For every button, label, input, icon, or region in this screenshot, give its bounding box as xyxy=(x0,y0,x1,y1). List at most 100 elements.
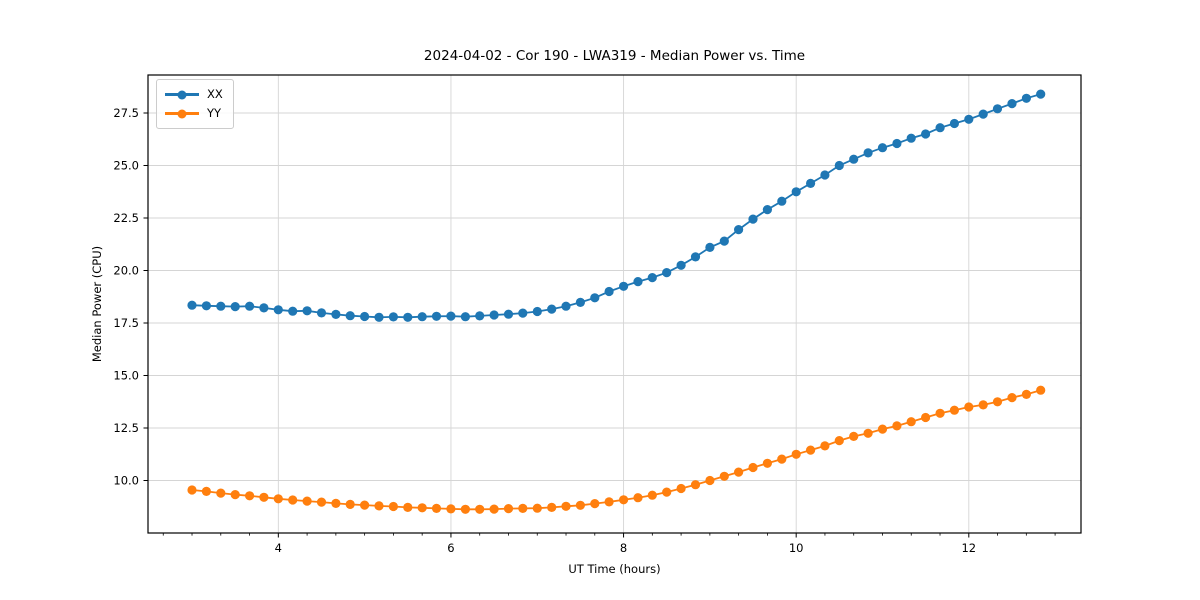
series-YY-point xyxy=(964,402,974,412)
legend-marker-yy xyxy=(165,109,199,118)
x-axis-label: UT Time (hours) xyxy=(568,562,661,576)
series-YY-point xyxy=(1036,385,1046,395)
series-YY-point xyxy=(892,421,902,431)
series-XX-point xyxy=(849,154,859,164)
series-XX-point xyxy=(1021,93,1031,103)
series-YY-point xyxy=(360,500,370,510)
series-XX-point xyxy=(949,118,960,129)
series-YY-point xyxy=(259,492,269,502)
series-YY-point xyxy=(302,496,312,506)
series-XX-point xyxy=(489,310,499,320)
series-XX-point xyxy=(388,312,398,322)
series-XX-point xyxy=(374,312,384,322)
series-YY-point xyxy=(633,493,643,503)
series-YY-point xyxy=(575,500,586,510)
series-YY-point xyxy=(518,503,528,513)
series-XX-point xyxy=(403,312,413,322)
legend-entry-xx: XX xyxy=(165,85,223,104)
series-YY-point xyxy=(647,490,657,500)
y-tick-label: 12.5 xyxy=(113,421,139,435)
series-XX-point xyxy=(590,293,600,303)
series-YY-point xyxy=(935,408,945,418)
legend-entry-yy: YY xyxy=(165,104,223,123)
legend-label-xx: XX xyxy=(207,86,223,101)
series-XX-point xyxy=(460,312,470,322)
series-YY-point xyxy=(316,497,327,507)
legend: XX YY xyxy=(156,79,234,129)
series-YY-point xyxy=(921,412,931,423)
series-XX-point xyxy=(662,268,672,278)
series-XX-point xyxy=(647,273,657,283)
y-tick-label: 22.5 xyxy=(113,211,139,225)
legend-marker-xx xyxy=(165,90,199,99)
series-XX-point xyxy=(316,308,327,318)
series-XX-point xyxy=(561,301,571,311)
series-XX-point xyxy=(345,311,355,321)
series-YY-point xyxy=(978,400,988,410)
series-YY-point xyxy=(590,499,600,509)
series-YY-point xyxy=(201,486,211,496)
series-XX-point xyxy=(288,306,298,316)
series-XX-point xyxy=(992,104,1003,114)
series-XX-point xyxy=(245,301,255,311)
series-YY-point xyxy=(719,471,729,481)
series-XX-point xyxy=(216,301,226,311)
series-YY-point xyxy=(446,504,456,514)
series-XX-point xyxy=(633,277,643,287)
x-tick-label: 12 xyxy=(961,541,976,555)
series-YY-point xyxy=(619,495,629,505)
series-XX-point xyxy=(978,109,988,119)
y-tick-label: 10.0 xyxy=(113,474,139,488)
series-XX-point xyxy=(518,308,528,318)
series-YY-point xyxy=(949,405,960,415)
y-axis-label: Median Power (CPU) xyxy=(90,245,104,363)
legend-label-yy: YY xyxy=(207,105,222,120)
series-YY-point xyxy=(187,485,197,495)
series-XX-point xyxy=(331,309,341,319)
series-YY-point xyxy=(273,494,283,504)
series-YY-point xyxy=(820,441,830,451)
series-XX-point xyxy=(302,306,312,316)
series-YY-point xyxy=(345,499,355,509)
series-YY-point xyxy=(676,483,686,494)
series-YY-point xyxy=(748,462,758,473)
series-XX-point xyxy=(863,148,873,158)
series-XX-point xyxy=(259,303,269,313)
y-tick-label: 27.5 xyxy=(113,106,139,120)
series-XX-point xyxy=(762,205,773,215)
series-YY-point xyxy=(230,490,240,500)
series-YY-point xyxy=(388,501,398,512)
series-YY-point xyxy=(777,454,787,464)
series-XX-point xyxy=(791,187,801,197)
series-XX-point xyxy=(431,311,442,321)
series-XX-point xyxy=(690,252,701,262)
series-YY-point xyxy=(374,501,384,511)
series-YY-point xyxy=(561,501,571,511)
series-YY-point xyxy=(762,458,773,468)
series-YY-point xyxy=(547,502,557,512)
series-XX-point xyxy=(877,143,888,153)
x-tick-label: 8 xyxy=(620,541,627,555)
series-YY-point xyxy=(992,397,1003,407)
series-XX-point xyxy=(547,304,557,314)
y-tick-label: 20.0 xyxy=(113,264,139,278)
series-XX-point xyxy=(1036,89,1046,99)
series-XX-point xyxy=(719,236,729,246)
x-tick-label: 6 xyxy=(447,541,454,555)
series-XX-point xyxy=(1007,99,1017,109)
series-YY-point xyxy=(834,436,844,446)
series-YY-point xyxy=(431,503,442,513)
series-XX-point xyxy=(604,286,614,297)
y-tick-label: 25.0 xyxy=(113,159,139,173)
series-XX-point xyxy=(446,311,456,321)
series-YY-point xyxy=(791,449,801,459)
series-YY-point xyxy=(489,504,499,514)
plot-border xyxy=(147,74,1082,534)
series-XX-point xyxy=(532,306,542,317)
series-XX-point xyxy=(892,138,902,149)
series-YY-point xyxy=(331,498,341,508)
series-YY-point xyxy=(1007,393,1017,403)
series-YY-point xyxy=(662,487,672,497)
series-YY-point xyxy=(705,475,715,486)
